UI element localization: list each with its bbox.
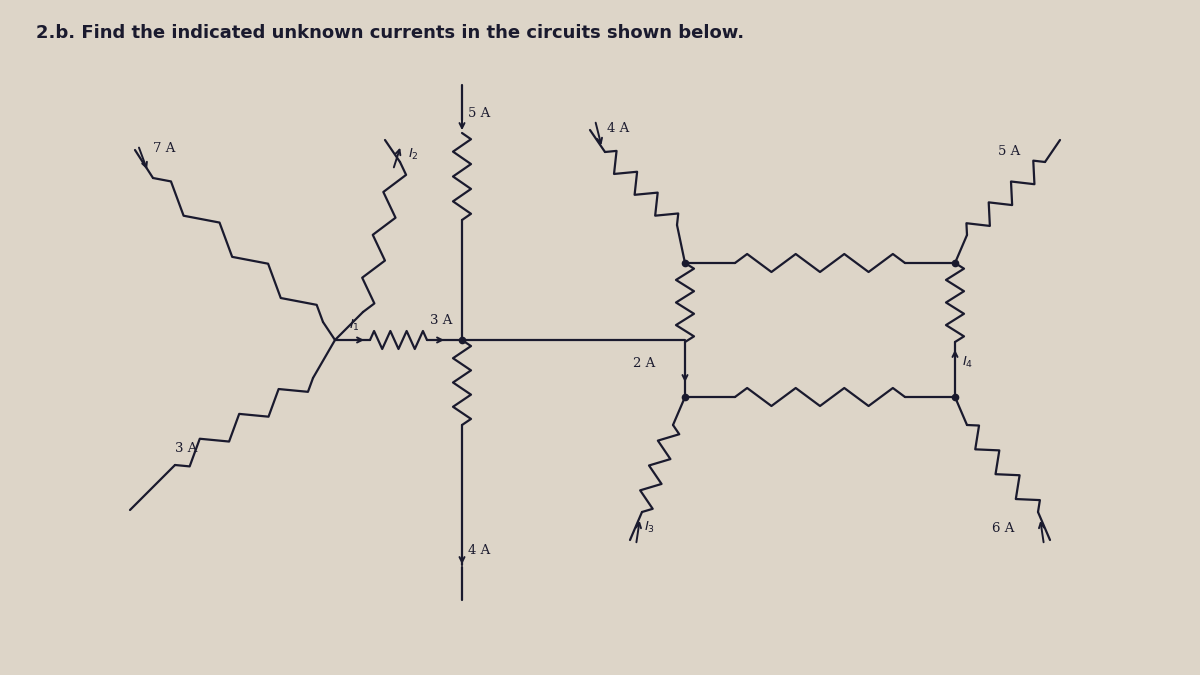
Text: 3 A: 3 A: [175, 442, 197, 455]
Text: 4 A: 4 A: [468, 544, 491, 557]
Text: 5 A: 5 A: [998, 145, 1020, 158]
Text: 5 A: 5 A: [468, 107, 491, 120]
Text: $I_1$: $I_1$: [349, 318, 360, 333]
Text: $I_2$: $I_2$: [408, 147, 419, 162]
Text: 3 A: 3 A: [430, 314, 452, 327]
Text: 2 A: 2 A: [634, 357, 655, 370]
Text: 2.b. Find the indicated unknown currents in the circuits shown below.: 2.b. Find the indicated unknown currents…: [36, 24, 744, 42]
Text: 4 A: 4 A: [607, 122, 629, 135]
Text: $I_4$: $I_4$: [962, 355, 973, 370]
Text: $I_3$: $I_3$: [644, 520, 655, 535]
Text: 7 A: 7 A: [154, 142, 175, 155]
Text: 6 A: 6 A: [992, 522, 1014, 535]
